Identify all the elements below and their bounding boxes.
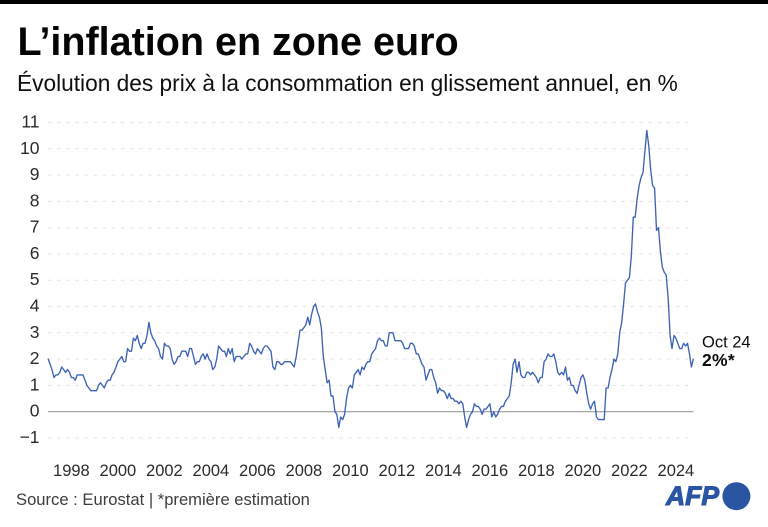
svg-text:2008: 2008 [286, 462, 323, 480]
svg-text:1998: 1998 [53, 462, 90, 480]
svg-text:4: 4 [30, 296, 40, 316]
svg-text:Oct 24: Oct 24 [702, 334, 751, 352]
svg-text:1: 1 [30, 374, 40, 394]
svg-text:2018: 2018 [518, 462, 555, 480]
svg-text:8: 8 [30, 190, 40, 210]
svg-text:0: 0 [30, 401, 40, 421]
svg-text:2002: 2002 [146, 462, 183, 480]
svg-text:3: 3 [30, 322, 40, 342]
svg-text:2%*: 2%* [702, 350, 735, 370]
svg-text:2020: 2020 [565, 462, 602, 480]
svg-text:−1: −1 [20, 427, 40, 447]
svg-text:6: 6 [30, 243, 40, 263]
svg-text:2016: 2016 [472, 462, 509, 480]
svg-text:11: 11 [21, 112, 39, 132]
svg-text:2010: 2010 [332, 462, 369, 480]
svg-text:2000: 2000 [100, 462, 137, 480]
svg-text:7: 7 [30, 217, 40, 237]
svg-text:2006: 2006 [239, 462, 276, 480]
svg-text:2004: 2004 [193, 462, 230, 480]
svg-text:AFP: AFP [665, 481, 719, 511]
svg-text:10: 10 [20, 138, 40, 158]
svg-text:2014: 2014 [425, 462, 462, 480]
svg-text:2: 2 [30, 348, 40, 368]
svg-text:5: 5 [30, 269, 40, 289]
svg-text:2012: 2012 [379, 462, 416, 480]
svg-text:Source : Eurostat | *première: Source : Eurostat | *première estimation [16, 490, 310, 509]
svg-text:Évolution des prix à la consom: Évolution des prix à la consommation en … [17, 70, 678, 96]
svg-text:2022: 2022 [611, 462, 648, 480]
svg-text:2024: 2024 [658, 462, 695, 480]
svg-text:9: 9 [30, 164, 40, 184]
svg-text:L’inflation en zone euro: L’inflation en zone euro [18, 20, 459, 64]
